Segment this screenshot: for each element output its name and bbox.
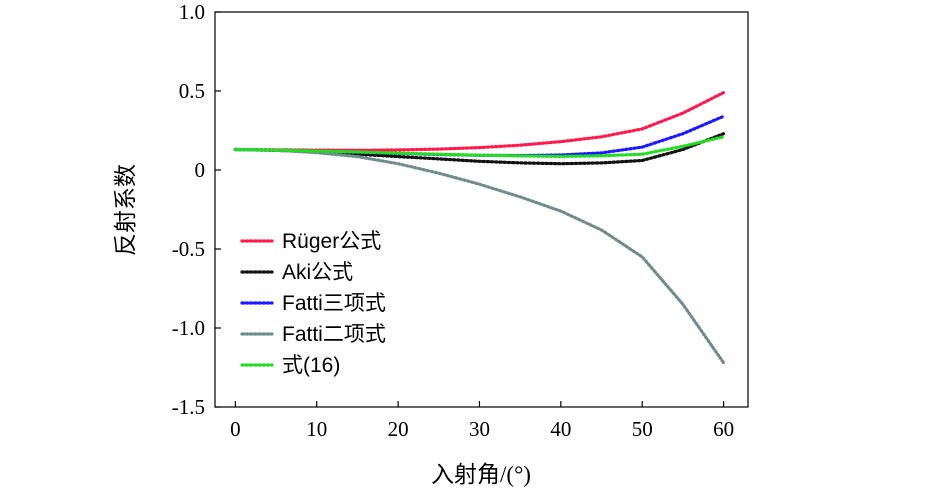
x-tick-label: 30 (469, 417, 490, 441)
y-tick-label: 1.0 (179, 0, 205, 24)
series-line-5 (233, 135, 726, 159)
series-line-1 (233, 90, 726, 152)
legend-label: Aki公式 (282, 261, 353, 284)
legend-label: Rüger公式 (282, 230, 381, 253)
y-tick-label: -1.0 (172, 316, 205, 340)
x-tick-label: 10 (306, 417, 327, 441)
legend-label: 式(16) (282, 354, 340, 377)
y-tick-label: 0.5 (179, 79, 205, 103)
x-tick-label: 50 (632, 417, 653, 441)
x-tick-label: 40 (550, 417, 571, 441)
y-tick-label: -0.5 (172, 237, 205, 261)
y-tick-label: -1.5 (172, 395, 205, 419)
plot-frame (214, 11, 749, 408)
legend-label: Fatti二项式 (282, 323, 386, 346)
x-axis-title: 入射角/(°) (431, 462, 531, 487)
legend-label: Fatti三项式 (282, 292, 386, 315)
x-tick-label: 0 (230, 417, 241, 441)
x-tick-label: 60 (713, 417, 734, 441)
y-axis: 1.0 0.5 0 -0.5 -1.0 -1.5 (172, 0, 221, 419)
series-layer (233, 90, 726, 365)
x-axis: 0 10 20 30 40 50 60 (230, 401, 734, 441)
y-axis-title: 反射系数 (113, 164, 138, 256)
y-tick-label: 0 (195, 158, 206, 182)
series-line-4 (233, 147, 726, 365)
x-tick-label: 20 (388, 417, 409, 441)
